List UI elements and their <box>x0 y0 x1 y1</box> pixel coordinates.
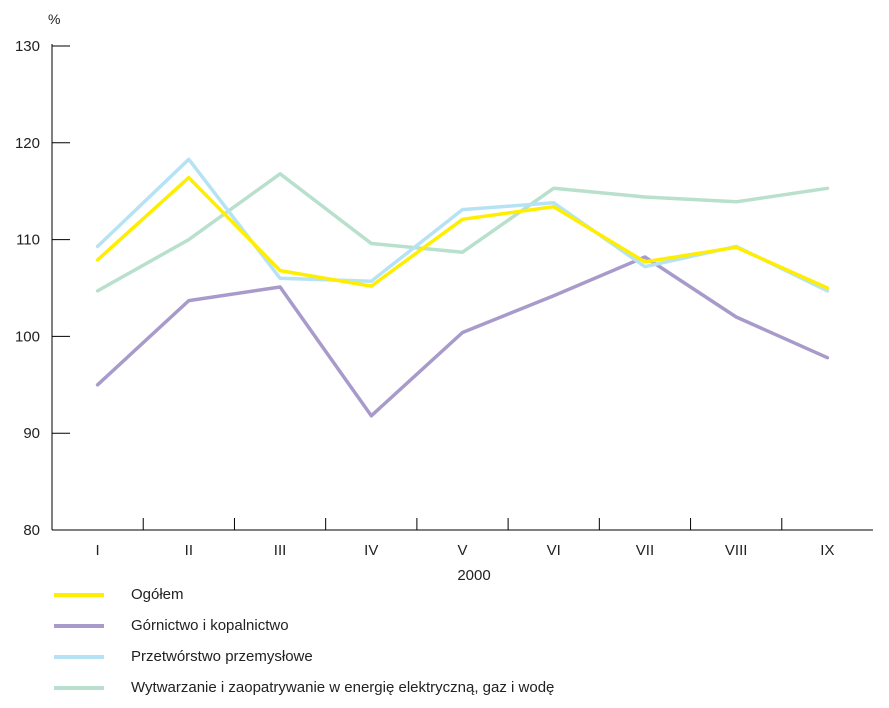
y-tick-label: 80 <box>23 522 40 539</box>
legend-swatch <box>54 593 104 597</box>
series-line-0 <box>95 172 830 293</box>
legend-label: Przetwórstwo przemysłowe <box>131 648 313 665</box>
y-tick-label: 90 <box>23 425 40 442</box>
y-tick-label: 100 <box>15 328 40 345</box>
series-line-3 <box>95 175 830 290</box>
legend-swatch <box>54 624 104 628</box>
y-axis-label: % <box>48 11 60 27</box>
y-tick-label: 120 <box>15 135 40 152</box>
x-tick-label: IV <box>364 542 378 559</box>
x-tick-label: III <box>274 542 287 559</box>
x-axis-label: 2000 <box>457 567 490 580</box>
y-tick-label: 130 <box>15 38 40 55</box>
x-tick-label: V <box>457 542 467 559</box>
x-tick-label: I <box>96 542 100 559</box>
legend-swatch <box>54 686 104 690</box>
legend-label: Górnictwo i kopalnictwo <box>131 617 289 634</box>
legend-swatch <box>54 655 104 659</box>
x-tick-label: VIII <box>725 542 748 559</box>
legend-label: Ogółem <box>131 586 184 603</box>
series-layer <box>95 157 830 418</box>
y-tick-label: 110 <box>16 232 40 249</box>
x-tick-label: VII <box>636 542 654 559</box>
x-tick-label: II <box>185 542 193 559</box>
legend-label: Wytwarzanie i zaopatrywanie w energię el… <box>131 679 555 696</box>
x-tick-label: IX <box>820 542 834 559</box>
x-tick-label: VI <box>547 542 561 559</box>
series-line-1 <box>95 255 830 418</box>
